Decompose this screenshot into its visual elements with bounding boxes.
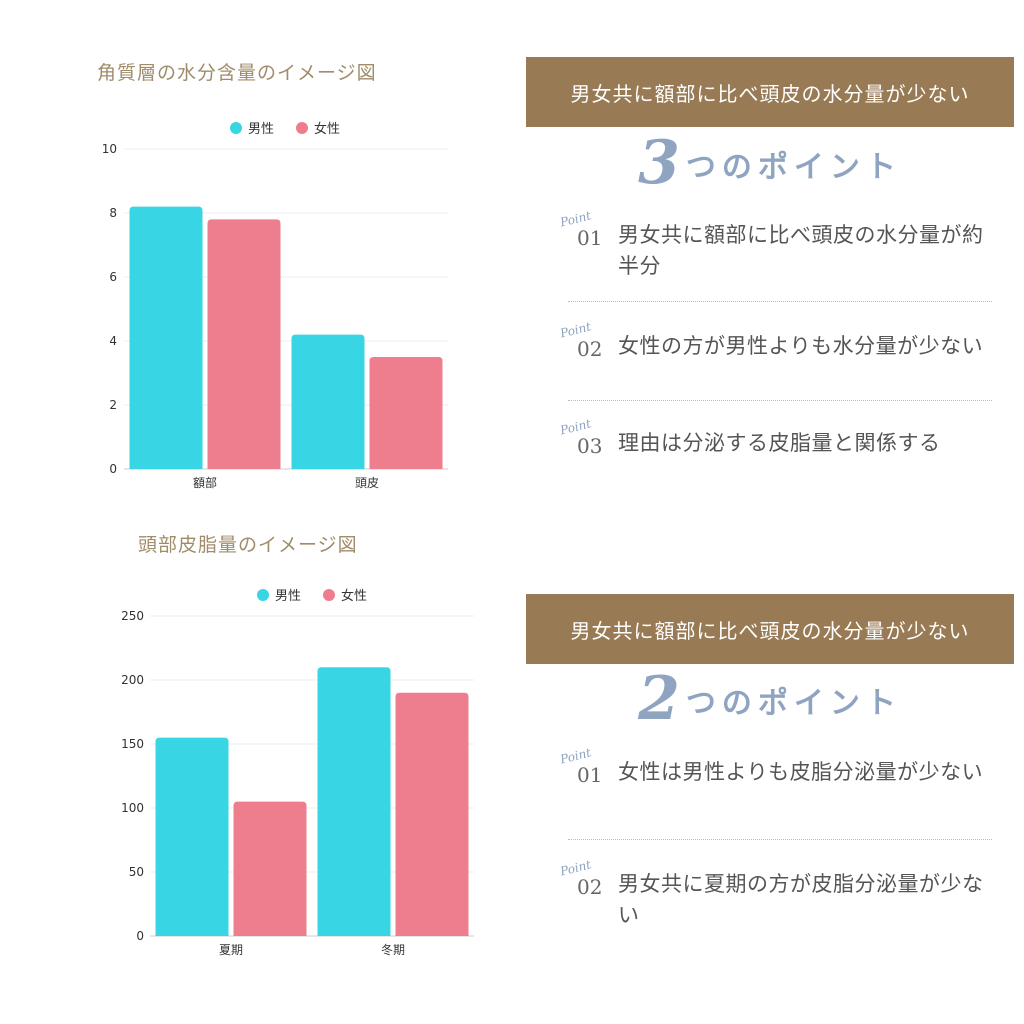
x-tick-label: 夏期 <box>219 943 243 957</box>
bar <box>129 206 203 469</box>
section-banner: 男女共に額部に比べ頭皮の水分量が少ない <box>526 57 1014 127</box>
chart-title: 頭部皮脂量のイメージ図 <box>138 534 358 556</box>
legend-item-female: 女性 <box>323 585 367 604</box>
point-text: 女性は男性よりも皮脂分泌量が少ない <box>618 760 984 784</box>
x-tick-label: 頭皮 <box>355 476 379 490</box>
point-item: Point 01 男女共に額部に比べ頭皮の水分量が約半分 <box>559 208 1000 290</box>
points-heading-text: つのポイント <box>685 150 902 185</box>
bar <box>233 801 307 936</box>
point-item: Point 02 男女共に夏期の方が皮脂分泌量が少ない <box>559 857 1000 927</box>
bar <box>155 737 229 936</box>
bar <box>395 692 469 936</box>
chart-legend: 男性 女性 <box>257 585 367 604</box>
point-number: 01 <box>577 226 603 250</box>
moisture-bar-chart: 0 2 4 6 8 10 額部 頭皮 <box>102 142 448 490</box>
point-text: 男女共に額部に比べ頭皮の水分量が約半分 <box>618 223 984 278</box>
point-item: Point 01 女性は男性よりも皮脂分泌量が少ない <box>559 745 1000 797</box>
y-tick-label: 250 <box>121 609 144 623</box>
sebum-bar-chart: 0 50 100 150 200 250 夏期 冬期 <box>121 609 474 957</box>
y-tick-label: 0 <box>136 929 144 943</box>
y-tick-label: 100 <box>121 801 144 815</box>
divider <box>568 839 992 840</box>
point-item: Point 02 女性の方が男性よりも水分量が少ない <box>559 319 1000 371</box>
point-text: 理由は分泌する皮脂量と関係する <box>618 431 941 455</box>
legend-dot-icon <box>323 588 336 601</box>
point-number: 01 <box>577 763 603 787</box>
legend-dot-icon <box>257 588 269 601</box>
point-number: 02 <box>577 875 603 899</box>
x-tick-label: 額部 <box>193 475 217 490</box>
legend-label: 男性 <box>275 589 302 604</box>
bar <box>207 219 281 469</box>
y-tick-label: 2 <box>109 398 117 412</box>
legend-label: 男性 <box>248 122 275 137</box>
point-item: Point 03 理由は分泌する皮脂量と関係する <box>559 416 1000 468</box>
section-banner: 男女共に額部に比べ頭皮の水分量が少ない <box>526 594 1014 664</box>
chart-legend: 男性 女性 <box>230 118 340 137</box>
legend-item-male: 男性 <box>230 118 274 137</box>
point-text: 女性の方が男性よりも水分量が少ない <box>618 334 984 358</box>
y-tick-label: 8 <box>109 206 117 220</box>
y-tick-label: 150 <box>121 737 144 751</box>
divider <box>568 400 992 401</box>
legend-label: 女性 <box>341 589 368 604</box>
bar <box>291 334 365 469</box>
y-tick-label: 4 <box>109 334 117 348</box>
points-heading: 3つのポイント <box>526 128 1014 198</box>
point-number: 03 <box>577 434 603 458</box>
y-tick-label: 10 <box>102 142 117 156</box>
y-tick-label: 50 <box>129 865 144 879</box>
legend-dot-icon <box>230 121 242 134</box>
legend-label: 女性 <box>314 122 341 137</box>
y-tick-label: 0 <box>109 462 117 476</box>
legend-item-female: 女性 <box>296 118 340 137</box>
points-count: 2 <box>638 664 686 734</box>
x-tick-label: 冬期 <box>381 942 405 957</box>
points-count: 3 <box>638 128 686 198</box>
chart-title: 角質層の水分含量のイメージ図 <box>97 62 377 84</box>
bar <box>369 357 443 469</box>
point-text: 男女共に夏期の方が皮脂分泌量が少ない <box>618 872 984 927</box>
y-tick-label: 6 <box>109 270 117 284</box>
bar <box>317 667 391 936</box>
point-number: 02 <box>577 337 603 361</box>
y-tick-label: 200 <box>121 673 144 687</box>
legend-item-male: 男性 <box>257 585 301 604</box>
points-heading-text: つのポイント <box>685 686 902 721</box>
points-heading: 2つのポイント <box>526 664 1014 734</box>
divider <box>568 301 992 302</box>
legend-dot-icon <box>296 121 309 134</box>
